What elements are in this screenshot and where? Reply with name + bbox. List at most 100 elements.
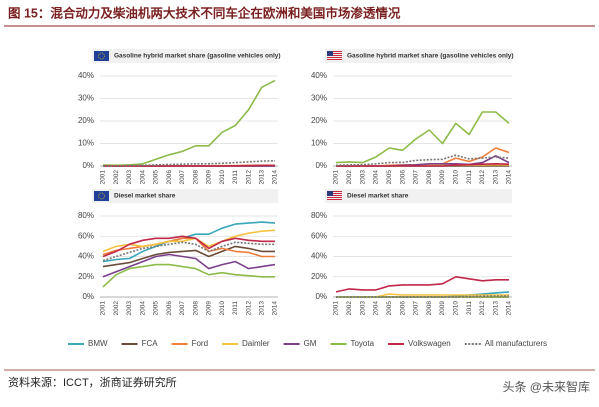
series-line: [102, 253, 276, 278]
x-tick-label: 2013: [258, 170, 265, 185]
panel-header: [92, 49, 278, 63]
x-tick-label: 2006: [399, 170, 406, 185]
x-tick-label: 2006: [166, 301, 173, 316]
series-line: [336, 163, 510, 167]
flag-stripe: [327, 197, 342, 198]
flag: [94, 191, 109, 201]
x-tick-label: 2013: [492, 170, 499, 185]
figure-title: 图 15：混合动力及柴油机两大技术不同车企在欧洲和美国市场渗透情况: [8, 5, 401, 20]
panel-header: [325, 189, 512, 203]
x-tick-label: 2014: [272, 170, 279, 185]
x-tick-label: 2009: [439, 170, 446, 185]
flag-stripe: [327, 195, 342, 196]
panel-header: [92, 189, 278, 203]
flag-canton: [327, 191, 333, 196]
x-tick-label: 2003: [359, 170, 366, 185]
x-tick-label: 2005: [153, 301, 160, 316]
x-tick-label: 2011: [232, 170, 239, 184]
y-tick-label: 0%: [82, 161, 94, 170]
x-tick-label: 2009: [439, 301, 446, 316]
x-tick-label: 2002: [346, 170, 353, 185]
series-line: [102, 229, 276, 253]
x-tick-label: 2009: [206, 301, 213, 316]
x-tick-label: 2007: [179, 301, 186, 316]
y-tick-label: 80%: [311, 211, 327, 220]
x-tick-label: 2004: [373, 301, 380, 316]
x-tick-label: 2002: [113, 301, 120, 316]
legend-label: FCA: [142, 339, 159, 348]
x-tick-label: 2001: [100, 170, 107, 185]
series-line: [102, 235, 275, 258]
series-line: [336, 295, 509, 298]
y-tick-label: 10%: [311, 139, 327, 148]
x-tick-label: 2010: [219, 170, 226, 185]
panel-title: Diesel market share: [114, 193, 176, 200]
x-tick-label: 2005: [153, 170, 160, 185]
flag-stripe: [327, 51, 342, 52]
x-tick-label: 2012: [245, 170, 252, 185]
flag-stripe: [327, 57, 342, 58]
x-tick-label: 2011: [466, 301, 473, 315]
x-tick-label: 2008: [192, 301, 199, 316]
legend-label: BMW: [88, 339, 108, 348]
x-tick-label: 2011: [466, 170, 473, 184]
flag-stars: [98, 52, 105, 60]
y-tick-label: 40%: [311, 71, 327, 80]
x-tick-label: 2007: [413, 170, 420, 185]
y-tick-label: 10%: [78, 139, 94, 148]
y-tick-label: 30%: [78, 94, 94, 103]
flag-stripe: [327, 193, 342, 194]
y-tick-label: 20%: [311, 116, 327, 125]
x-tick-label: 2008: [426, 170, 433, 185]
legend-label: Toyota: [350, 339, 374, 348]
y-tick-label: 80%: [78, 211, 94, 220]
x-tick-label: 2005: [386, 170, 393, 185]
x-tick-label: 2001: [333, 170, 340, 185]
panel-title: Gasoline hybrid market share (gasoline v…: [347, 53, 514, 60]
x-tick-label: 2004: [139, 170, 146, 185]
series-line: [102, 241, 275, 262]
flag-canton: [327, 51, 333, 56]
x-tick-label: 2014: [272, 301, 279, 316]
legend-label: Ford: [192, 339, 208, 348]
flag-stripe: [327, 191, 342, 192]
x-tick-label: 2010: [452, 170, 459, 185]
x-tick-label: 2003: [126, 170, 133, 185]
series-line: [102, 263, 275, 288]
legend-label: All manufacturers: [485, 339, 547, 348]
y-tick-label: 0%: [315, 161, 327, 170]
x-tick-label: 2013: [492, 301, 499, 316]
x-tick-label: 2008: [426, 301, 433, 316]
y-tick-label: 60%: [78, 231, 94, 240]
flag-stripe: [327, 199, 342, 200]
x-tick-label: 2010: [219, 301, 226, 316]
x-tick-label: 2010: [452, 301, 459, 316]
x-tick-label: 2003: [126, 301, 133, 316]
x-tick-label: 2001: [100, 301, 107, 316]
x-tick-label: 2014: [506, 170, 513, 185]
flag-stripe: [327, 55, 342, 56]
legend-label: GM: [304, 339, 317, 348]
series-line: [335, 154, 510, 167]
series-line: [103, 160, 276, 167]
x-tick-label: 2004: [139, 301, 146, 316]
flag-stripe: [327, 59, 342, 60]
x-tick-label: 2007: [179, 170, 186, 185]
flag-stripe: [327, 53, 342, 54]
watermark: 头条 @未来智库: [502, 379, 590, 394]
y-tick-label: 0%: [315, 292, 327, 301]
y-tick-label: 0%: [82, 292, 94, 301]
x-tick-label: 2006: [166, 170, 173, 185]
panel-header: [325, 49, 512, 63]
legend-label: Daimler: [242, 339, 270, 348]
panel-title: Diesel market share: [347, 193, 409, 200]
x-tick-label: 2001: [333, 301, 340, 316]
x-tick-label: 2002: [113, 170, 120, 185]
y-tick-label: 40%: [311, 252, 327, 261]
x-tick-label: 2002: [346, 301, 353, 316]
y-tick-label: 20%: [78, 116, 94, 125]
series-line: [335, 111, 510, 164]
series-line: [102, 79, 276, 167]
x-tick-label: 2014: [506, 301, 513, 316]
